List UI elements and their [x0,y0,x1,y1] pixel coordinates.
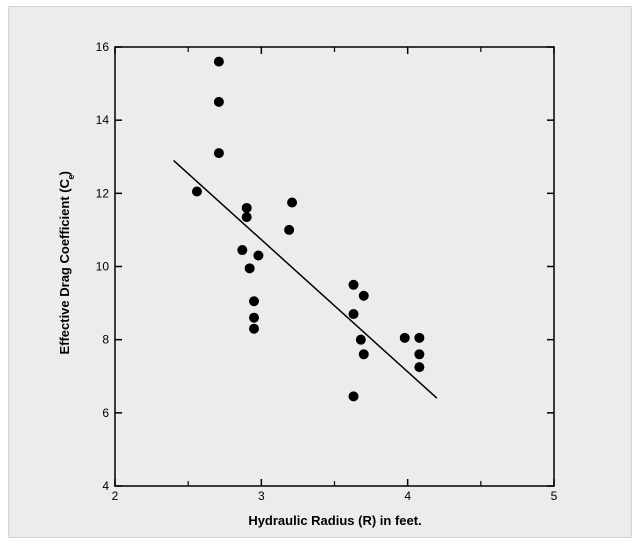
x-tick-label: 2 [112,489,119,503]
data-point [348,391,359,402]
plot-border [114,46,555,487]
data-point [237,245,248,256]
data-point [253,250,264,261]
data-point [241,212,252,223]
data-point [244,263,255,274]
data-point [358,349,369,360]
data-point [249,296,260,307]
data-point [213,56,224,67]
data-point [355,334,366,345]
data-point [249,312,260,323]
data-point [213,148,224,159]
axis-ticks: 2 3 4 5 4 6 8 10 12 14 16 [96,40,558,503]
x-tick-label: 5 [551,489,558,503]
y-tick-label: 8 [102,333,109,347]
y-axis-title-text: Effective Drag Coefficient (C ) [57,171,72,354]
x-tick-label: 4 [404,489,411,503]
chart-panel: 2 3 4 5 4 6 8 10 12 14 16 Hydraulic Radius (R) in … [8,6,632,538]
data-points [191,56,425,402]
data-point [414,332,425,343]
x-axis-title: Hydraulic Radius (R) in feet. [248,513,421,528]
data-point [191,186,202,197]
data-point [241,202,252,213]
trendline [173,159,438,399]
data-point [399,332,410,343]
y-tick-label: 4 [102,479,109,493]
trendline-layer [173,159,438,399]
data-point [287,197,298,208]
y-tick-label: 6 [102,406,109,420]
data-point [249,323,260,334]
data-point [414,349,425,360]
data-point [348,279,359,290]
data-point [348,309,359,320]
plot-axes [114,46,555,487]
y-axis-title: Effective Drag Coefficient (C ) e [57,167,76,354]
y-axis-title-subscript: e [66,174,76,179]
data-point [358,290,369,301]
y-tick-label: 16 [96,40,110,54]
y-tick-label: 10 [96,260,110,274]
x-tick-label: 3 [258,489,265,503]
data-point [414,362,425,373]
y-tick-label: 14 [96,113,110,127]
y-tick-label: 12 [96,186,110,200]
data-point [284,224,295,235]
data-point [213,96,224,107]
scatter-chart: 2 3 4 5 4 6 8 10 12 14 16 Hydraulic Radius (R) in … [57,40,558,528]
